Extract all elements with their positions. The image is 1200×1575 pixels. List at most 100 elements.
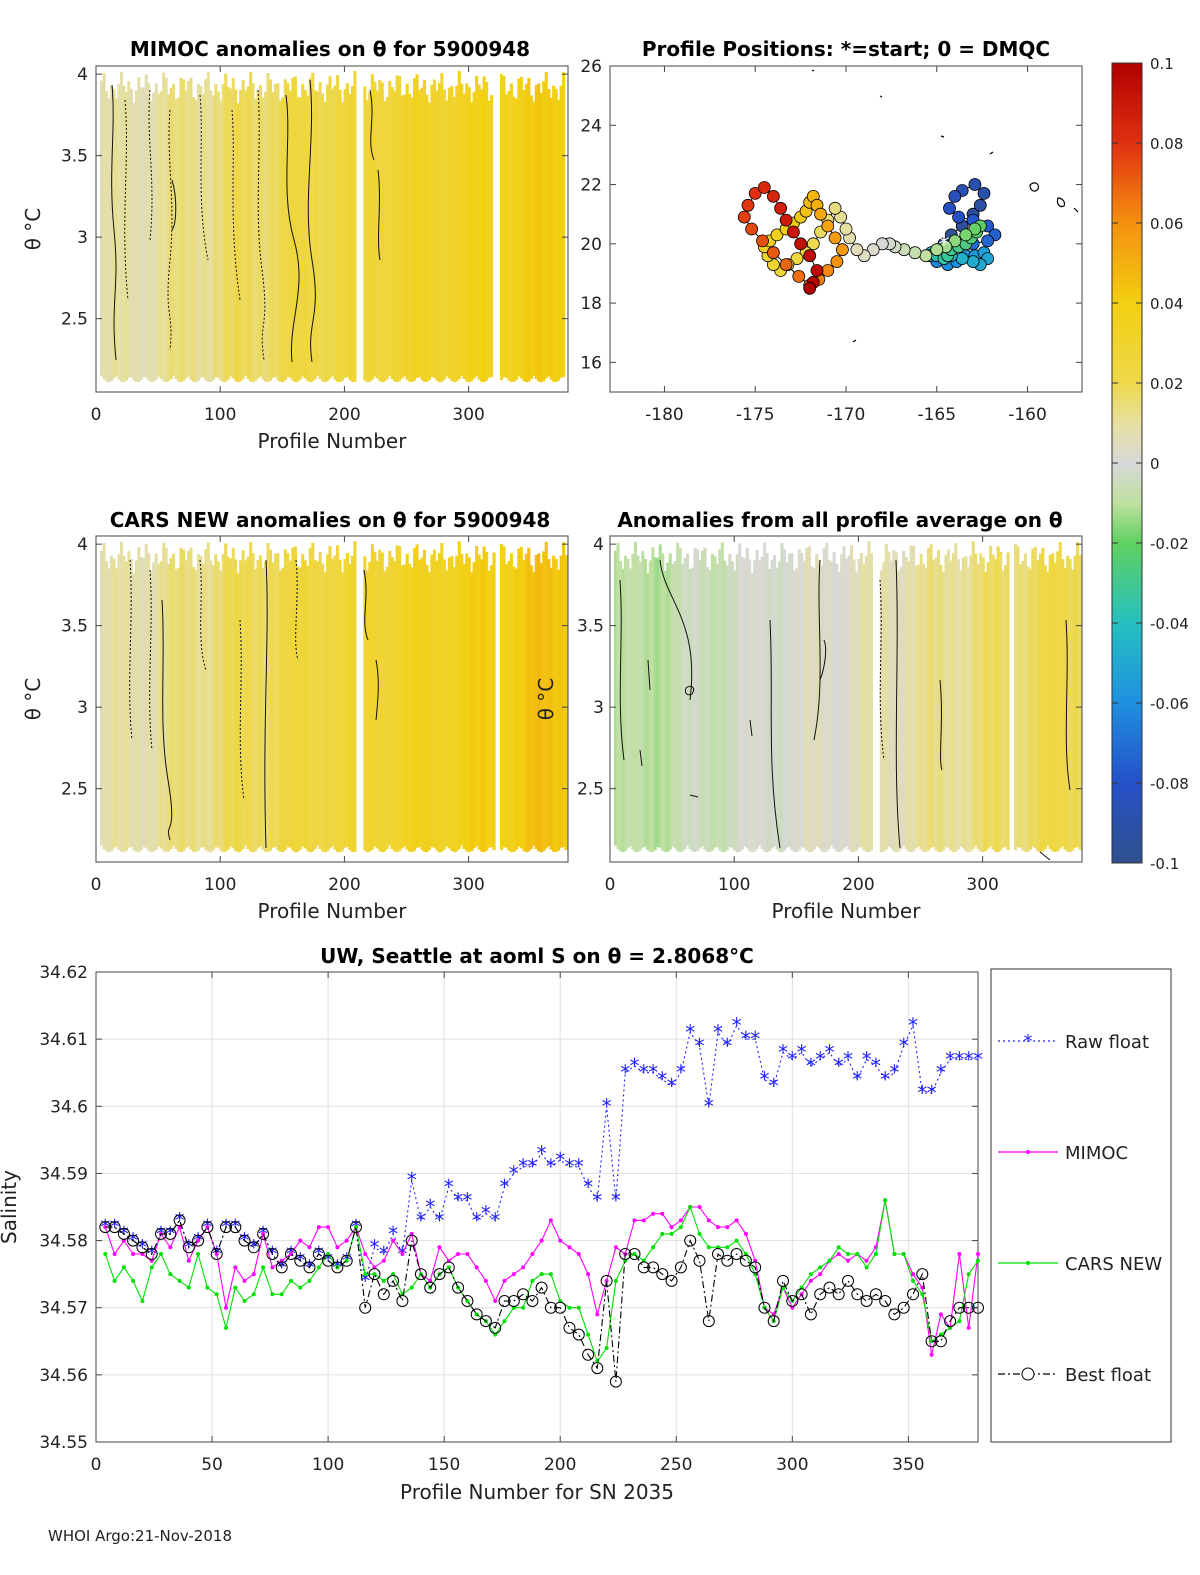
field-column: [124, 91, 128, 381]
raw-float-point: *: [834, 1054, 844, 1078]
best-float-point: [229, 1221, 242, 1234]
field-column: [100, 80, 104, 376]
field-column: [504, 564, 508, 848]
avg-xlabel: Profile Number: [772, 899, 922, 923]
field-column: [184, 90, 188, 379]
field-column: [273, 553, 277, 847]
field-column: [623, 555, 627, 852]
field-column: [244, 90, 248, 376]
field-column: [934, 557, 938, 851]
field-column: [1058, 541, 1062, 849]
field-column: [512, 566, 516, 852]
raw-float-point: *: [732, 1014, 742, 1038]
mimoc-point: [530, 1252, 535, 1256]
field-column: [132, 103, 136, 381]
best-float-point: [359, 1301, 372, 1314]
raw-float-point: *: [908, 1014, 918, 1038]
field-column: [705, 567, 709, 852]
field-column: [112, 558, 116, 849]
raw-float-point: *: [537, 1141, 547, 1165]
field-column: [390, 87, 394, 379]
field-column: [490, 565, 494, 847]
field-column: [336, 75, 340, 382]
field-column: [820, 565, 824, 852]
y-tick-label: 2.5: [61, 780, 88, 800]
field-column: [696, 549, 700, 852]
field-column: [311, 542, 315, 852]
field-column: [455, 555, 459, 852]
salinity-series: * * * * ***** ** * ** * ** *** ******** ** * *** * *** * *…: [99, 1014, 984, 1388]
profile-position-point: [952, 210, 965, 224]
profile-position-point: [803, 249, 817, 263]
raw-float-point: *: [435, 1208, 445, 1232]
field-column: [748, 559, 752, 852]
mimoc-panel: MIMOC anomalies on θ for 5900948 0 100 200…: [21, 37, 569, 453]
cars-new-point: [966, 1272, 971, 1277]
field-column: [859, 553, 863, 847]
field-column: [276, 83, 280, 381]
field-column: [338, 559, 342, 853]
cars-new-point: [567, 1305, 572, 1310]
best-float-point: [767, 1315, 780, 1328]
best-float-point: [238, 1234, 251, 1247]
best-float-point: [117, 1227, 130, 1240]
field-column: [447, 87, 451, 379]
field-column: [477, 84, 481, 380]
legend-label-best: Best float: [1065, 1365, 1151, 1386]
field-column: [234, 559, 238, 852]
field-column: [1078, 555, 1082, 851]
raw-float-point: *: [574, 1155, 584, 1179]
field-column: [753, 560, 757, 852]
salinity-axes: 0 50 100 150 200 250 300 350 34.62 34.61 34.6 34.59…: [39, 963, 978, 1475]
field-column: [927, 548, 931, 851]
field-column: [614, 550, 618, 846]
best-float-point: [814, 1288, 827, 1301]
field-column: [122, 555, 126, 853]
raw-float-point: *: [750, 1027, 760, 1051]
field-column: [231, 547, 235, 849]
profile-position-point: [866, 243, 880, 257]
legend-box: [990, 968, 1172, 1443]
field-column: [564, 555, 568, 851]
field-column: [321, 563, 325, 852]
field-column: [1073, 555, 1077, 848]
best-float-point: [201, 1221, 214, 1234]
profile-position-point: [810, 264, 824, 277]
field-column: [884, 544, 888, 850]
field-column: [159, 561, 163, 849]
field-column: [169, 557, 173, 850]
cars-new-point: [929, 1339, 934, 1344]
mimoc-point: [521, 1265, 526, 1270]
field-column: [773, 555, 777, 847]
mimoc-point: [381, 1258, 386, 1263]
x-tick-label: 200: [328, 405, 360, 425]
field-column: [641, 551, 645, 848]
field-column: [549, 97, 553, 380]
field-column: [157, 94, 161, 377]
field-column: [994, 559, 998, 852]
field-column: [782, 549, 786, 851]
field-column: [400, 565, 404, 849]
field-column: [547, 89, 551, 377]
field-column: [313, 560, 317, 850]
field-column: [229, 558, 233, 847]
field-column: [1028, 568, 1032, 850]
mimoc-point: [168, 1245, 173, 1250]
field-column: [452, 567, 456, 853]
field-column: [999, 551, 1003, 851]
best-float-point: [517, 1288, 530, 1301]
best-float-point: [665, 1274, 678, 1287]
cars-new-point: [539, 1272, 544, 1277]
field-column: [676, 542, 680, 851]
field-column: [318, 552, 322, 849]
x-tick-label: -180: [645, 405, 684, 425]
field-column: [897, 571, 901, 852]
field-column: [470, 572, 474, 852]
field-column: [912, 546, 916, 852]
mimoc-point: [483, 1278, 488, 1283]
mimoc-point: [660, 1211, 665, 1216]
field-column: [410, 97, 414, 383]
field-column: [338, 89, 342, 383]
field-column: [152, 92, 156, 382]
